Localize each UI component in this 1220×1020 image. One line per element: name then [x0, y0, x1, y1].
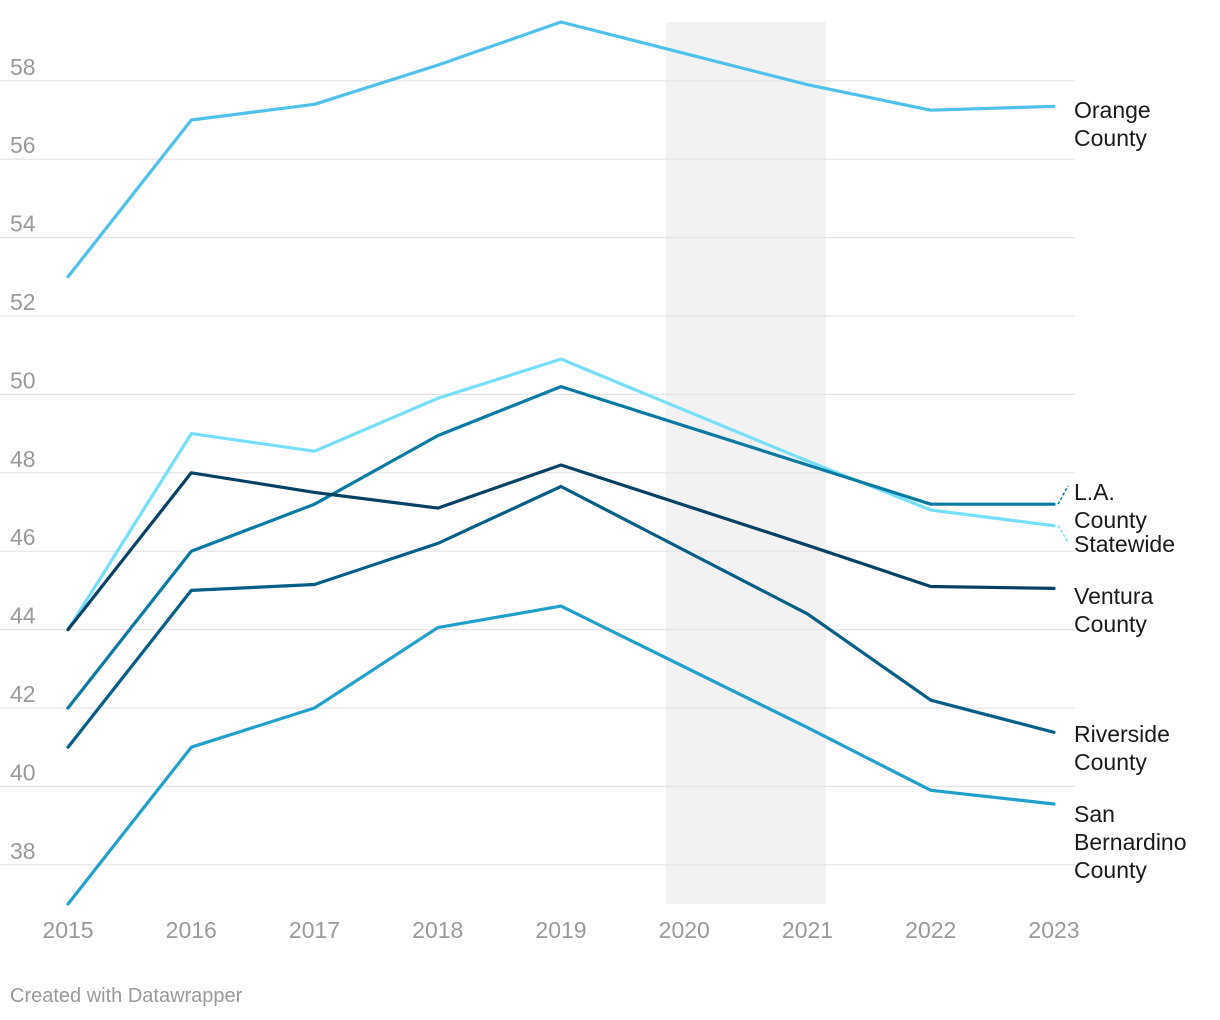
series-label-sanbernardino-line-3: County	[1074, 857, 1147, 883]
label-connector-la	[1057, 485, 1069, 505]
series-line-orange	[66, 20, 1056, 279]
series-line-la	[66, 385, 1056, 710]
y-tick-label-46: 46	[10, 524, 36, 550]
y-tick-label-58: 58	[10, 54, 36, 80]
series-label-orange-line-2: County	[1074, 125, 1147, 151]
series-label-sanbernardino-line-2: Bernardino	[1074, 829, 1187, 855]
series-label-ventura-line-2: County	[1074, 611, 1147, 637]
series-line-sanbernardino	[66, 604, 1056, 906]
x-tick-label-2023: 2023	[1028, 917, 1079, 943]
series-label-statewide-line-1: Statewide	[1074, 531, 1175, 557]
x-tick-label-2022: 2022	[905, 917, 956, 943]
y-tick-label-48: 48	[10, 446, 36, 472]
series-label-orange-line-1: Orange	[1074, 97, 1151, 123]
series-label-riverside-line-1: Riverside	[1074, 721, 1170, 747]
y-tick-label-38: 38	[10, 838, 36, 864]
series-label-riverside-line-2: County	[1074, 749, 1147, 775]
y-tick-label-44: 44	[10, 603, 36, 629]
series-label-la-line-2: County	[1074, 507, 1147, 533]
y-tick-label-42: 42	[10, 681, 36, 707]
y-tick-label-52: 52	[10, 289, 36, 315]
series-line-ventura	[66, 463, 1056, 632]
x-tick-label-2020: 2020	[659, 917, 710, 943]
series-label-la-line-1: L.A.	[1074, 479, 1115, 505]
series-line-riverside	[66, 484, 1056, 749]
x-tick-label-2021: 2021	[782, 917, 833, 943]
series-lines	[66, 20, 1056, 906]
label-connector-statewide	[1057, 525, 1069, 543]
y-axis-tick-labels: 38 40 42 44 46 48 50 52 54 56 58	[10, 54, 36, 864]
series-label-ventura-line-1: Ventura	[1074, 583, 1153, 609]
datawrapper-credit: Created with Datawrapper	[10, 985, 243, 1007]
series-line-statewide	[66, 357, 1056, 632]
series-labels: OrangeCountyStatewideL.A.CountyVenturaCo…	[1057, 97, 1187, 883]
y-tick-label-54: 54	[10, 211, 36, 237]
series-label-sanbernardino-line-1: San	[1074, 801, 1115, 827]
gridlines	[0, 80, 1075, 866]
x-tick-label-2017: 2017	[289, 917, 340, 943]
y-tick-label-50: 50	[10, 367, 36, 393]
x-tick-label-2016: 2016	[166, 917, 217, 943]
x-tick-label-2019: 2019	[535, 917, 586, 943]
x-axis-tick-labels: 2015 2016 2017 2018 2019 2020 2021 2022 2023	[42, 917, 1079, 943]
y-tick-label-56: 56	[10, 132, 36, 158]
y-tick-label-40: 40	[10, 759, 36, 785]
x-tick-label-2018: 2018	[412, 917, 463, 943]
x-tick-label-2015: 2015	[42, 917, 93, 943]
